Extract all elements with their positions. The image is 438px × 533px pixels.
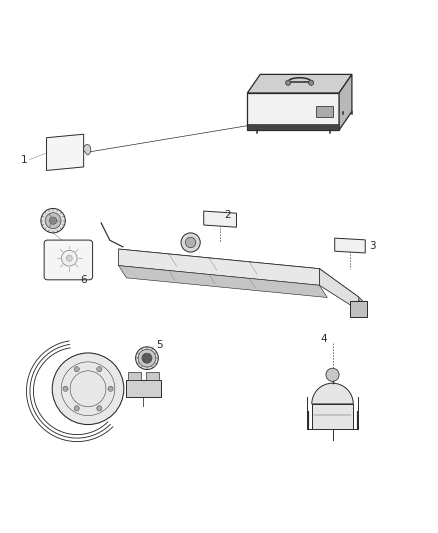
Circle shape [136,347,158,369]
Polygon shape [339,75,352,130]
Text: 3: 3 [369,240,376,251]
Circle shape [138,349,156,367]
Polygon shape [316,106,332,117]
Circle shape [63,386,68,391]
Bar [126,381,161,397]
Circle shape [142,353,152,364]
FancyBboxPatch shape [44,240,92,280]
Circle shape [61,251,77,266]
Circle shape [286,80,291,85]
Text: 5: 5 [155,340,162,350]
Circle shape [97,406,102,411]
Circle shape [308,80,314,85]
Text: 4: 4 [321,334,327,344]
Polygon shape [335,238,365,253]
Bar [146,372,159,381]
Bar [128,372,141,381]
Wedge shape [312,383,353,404]
Polygon shape [119,265,327,297]
Circle shape [185,237,196,248]
Circle shape [49,217,57,224]
Circle shape [97,367,102,372]
Text: 1: 1 [21,155,28,165]
Polygon shape [46,134,84,171]
Polygon shape [119,249,327,281]
Circle shape [66,255,72,261]
Circle shape [326,368,339,381]
Text: 6: 6 [80,276,87,286]
Circle shape [74,367,79,372]
Polygon shape [319,269,359,310]
Polygon shape [247,125,339,130]
Polygon shape [119,249,319,285]
Circle shape [52,353,124,425]
Polygon shape [84,144,91,155]
Circle shape [74,406,79,411]
Circle shape [45,213,61,229]
Circle shape [108,386,113,391]
Bar [350,302,367,317]
Circle shape [181,233,200,252]
Polygon shape [204,211,237,227]
Bar [312,404,353,429]
Polygon shape [247,93,339,130]
Circle shape [41,208,65,233]
Polygon shape [247,75,352,93]
Text: 2: 2 [224,211,231,221]
Polygon shape [319,269,367,306]
